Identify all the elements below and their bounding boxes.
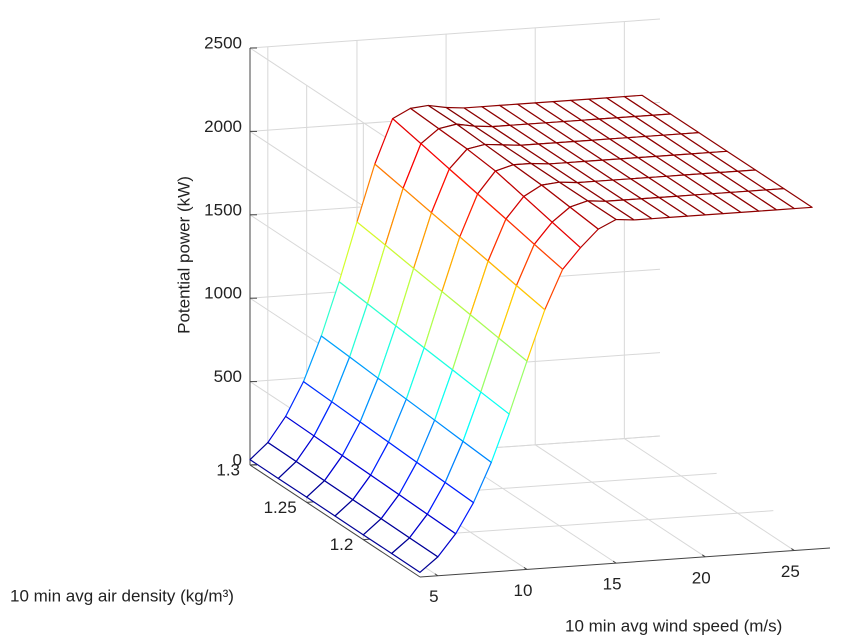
y-tick — [306, 501, 314, 503]
x-tick-label: 15 — [603, 575, 622, 594]
grid-line — [249, 18, 661, 49]
y-tick — [249, 464, 258, 466]
z-tick-label: 1500 — [204, 200, 242, 219]
z-tick-label: 1000 — [204, 284, 242, 303]
grid-line — [534, 444, 706, 558]
labels: Potential power (kW) 10 min avg air dens… — [10, 33, 800, 635]
x-tick — [612, 560, 617, 564]
y-axis-label: 10 min avg air density (kg/m³) — [10, 586, 234, 605]
y-tick-label: 1.25 — [264, 498, 297, 517]
x-tick — [791, 548, 795, 551]
y-tick-label: 1.2 — [330, 535, 354, 554]
y-axis — [249, 464, 421, 578]
mesh-surface — [249, 94, 813, 573]
z-tick-label: 0 — [233, 450, 242, 469]
x-tick — [701, 554, 706, 558]
x-tick-label: 25 — [781, 562, 800, 581]
x-tick — [434, 573, 439, 577]
mesh-cell — [391, 537, 439, 573]
x-tick-label: 5 — [429, 587, 438, 606]
x-tick — [523, 567, 528, 570]
y-tick-label: 1.3 — [216, 460, 240, 479]
x-axis-label: 10 min avg wind speed (m/s) — [565, 616, 782, 635]
x-tick-label: 20 — [692, 568, 711, 587]
grid-line — [624, 438, 795, 551]
z-axis-label: Potential power (kW) — [174, 176, 193, 334]
z-tick-label: 500 — [214, 367, 242, 386]
x-axis — [419, 547, 831, 578]
z-tick-label: 2000 — [204, 117, 242, 136]
x-tick-label: 10 — [513, 581, 532, 600]
z-tick-label: 2500 — [204, 33, 242, 52]
